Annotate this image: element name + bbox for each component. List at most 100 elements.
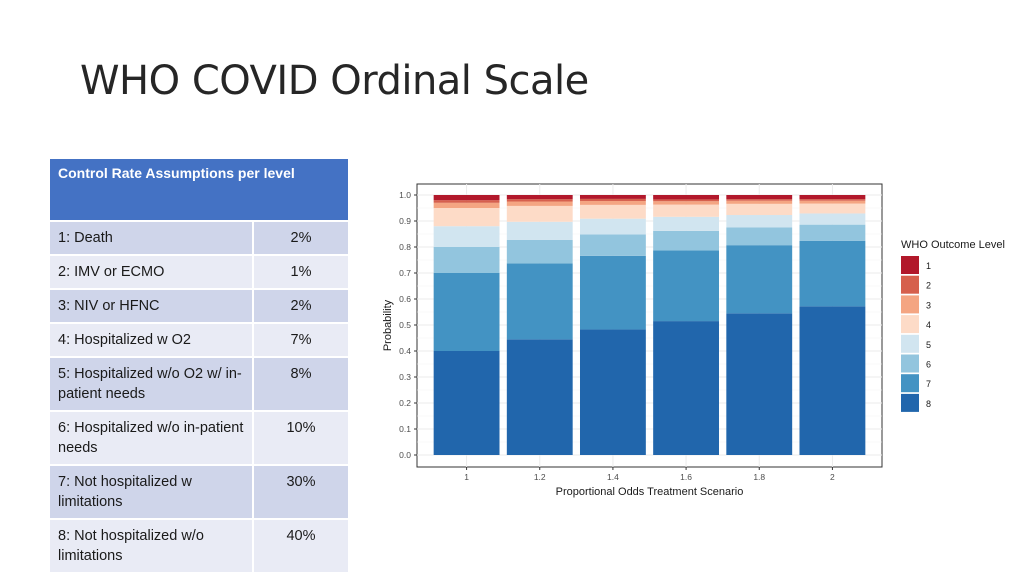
legend-swatch-1 [901, 256, 919, 274]
bar-segment-level-7 [653, 250, 720, 322]
bar-segment-level-1 [506, 195, 573, 200]
bar-segment-level-7 [799, 240, 866, 307]
row-value: 8% [253, 357, 348, 412]
bar-segment-level-5 [799, 213, 866, 225]
row-value: 1% [253, 255, 348, 290]
bar-segment-level-4 [799, 203, 866, 214]
table-row: 5: Hospitalized w/o O2 w/ in-patient nee… [50, 357, 348, 412]
table-row: 7: Not hospitalized w limitations 30% [50, 465, 348, 520]
row-label: 3: NIV or HFNC [50, 289, 254, 324]
bar-segment-level-2 [433, 200, 500, 203]
bar-segment-level-5 [579, 218, 646, 235]
legend-label: 4 [926, 320, 931, 330]
bar-segment-level-3 [653, 201, 720, 205]
table-row: 6: Hospitalized w/o in-patient needs 10% [50, 411, 348, 466]
bar-segment-level-7 [506, 263, 573, 340]
control-rate-table: Control Rate Assumptions per level 1: De… [50, 159, 348, 574]
x-tick-label: 1.6 [680, 472, 692, 482]
row-value: 10% [253, 411, 348, 466]
row-value: 30% [253, 465, 348, 520]
bar-segment-level-6 [653, 230, 720, 251]
bar-segment-level-8 [433, 351, 500, 455]
bar-segment-level-7 [726, 245, 793, 314]
bar-segment-level-4 [579, 204, 646, 219]
table-row: 4: Hospitalized w O2 7% [50, 323, 348, 358]
bar-segment-level-1 [653, 195, 720, 200]
legend-label: 5 [926, 340, 931, 350]
x-tick-label: 1 [464, 472, 469, 482]
y-tick-label: 0.9 [399, 216, 411, 226]
row-label: 2: IMV or ECMO [50, 255, 254, 290]
bar-segment-level-4 [506, 205, 573, 222]
y-tick-label: 0.4 [399, 346, 411, 356]
slide-title: WHO COVID Ordinal Scale [80, 58, 589, 104]
bar-segment-level-3 [726, 200, 793, 204]
x-axis-label: Proportional Odds Treatment Scenario [556, 486, 744, 498]
x-tick-label: 1.8 [753, 472, 765, 482]
bar-segment-level-3 [506, 201, 573, 206]
bar-segment-level-7 [433, 273, 500, 351]
y-tick-label: 0.5 [399, 320, 411, 330]
legend-swatch-4 [901, 315, 919, 334]
row-label: 1: Death [50, 221, 254, 256]
x-tick-label: 1.2 [534, 472, 546, 482]
bar-segment-level-8 [579, 329, 646, 455]
bar-segment-level-6 [799, 224, 866, 241]
y-tick-label: 0.8 [399, 242, 411, 252]
legend-label: 7 [926, 379, 931, 389]
legend-swatch-8 [901, 393, 919, 412]
legend-title: WHO Outcome Level [901, 239, 1005, 251]
bar-segment-level-6 [726, 227, 793, 246]
legend-swatch-3 [901, 295, 919, 314]
table-row: 8: Not hospitalized w/o limitations 40% [50, 519, 348, 574]
y-tick-label: 0.6 [399, 294, 411, 304]
bar-segment-level-4 [653, 204, 720, 217]
row-label: 6: Hospitalized w/o in-patient needs [50, 411, 254, 466]
bar-segment-level-8 [799, 306, 866, 455]
bar-segment-level-4 [433, 208, 500, 227]
bar-segment-level-8 [506, 339, 573, 455]
bar-segment-level-1 [579, 195, 646, 199]
bar-segment-level-5 [726, 215, 793, 228]
table-row: 2: IMV or ECMO 1% [50, 255, 348, 290]
bar-segment-level-8 [726, 313, 793, 455]
stacked-bar-chart: 0.0 0.1 0.2 0.3 0.4 0.5 0.6 0.7 0.8 0.9 1.0 1 1.2 1.4… [382, 183, 1005, 498]
row-value: 7% [253, 323, 348, 358]
table-row: 3: NIV or HFNC 2% [50, 289, 348, 324]
table-row: 1: Death 2% [50, 221, 348, 256]
bar-segment-level-5 [433, 226, 500, 247]
bar-segment-level-6 [579, 234, 646, 256]
legend-swatch-6 [901, 354, 919, 373]
legend-swatch-5 [901, 334, 919, 353]
legend-swatch-2 [901, 275, 919, 294]
bar-segment-level-5 [506, 221, 573, 240]
bar-segment-level-4 [726, 203, 793, 216]
row-label: 5: Hospitalized w/o O2 w/ in-patient nee… [50, 357, 254, 412]
x-tick-label: 1.4 [607, 472, 619, 482]
y-tick-label: 1.0 [399, 190, 411, 200]
bar-segment-level-2 [579, 198, 646, 201]
y-tick-label: 0.2 [399, 398, 411, 408]
legend-label: 8 [926, 399, 931, 409]
legend-label: 1 [926, 261, 931, 271]
x-tick-label: 2 [830, 472, 835, 482]
y-tick-label: 0.7 [399, 268, 411, 278]
bar-segment-level-3 [579, 200, 646, 205]
legend-label: 3 [926, 300, 931, 310]
bar-segment-level-2 [506, 199, 573, 202]
bar-segment-level-5 [653, 216, 720, 231]
y-axis-label: Probability [382, 299, 394, 351]
bar-segment-level-1 [799, 195, 866, 200]
bar-segment-level-3 [433, 202, 500, 208]
row-value: 2% [253, 289, 348, 324]
table-header: Control Rate Assumptions per level [50, 159, 348, 222]
bar-segment-level-2 [799, 199, 866, 201]
row-value: 2% [253, 221, 348, 256]
bar-segment-level-3 [799, 200, 866, 204]
bar-segment-level-1 [726, 195, 793, 200]
bar-segment-level-7 [579, 255, 646, 330]
bar-segment-level-1 [433, 195, 500, 201]
bar-segment-level-2 [653, 199, 720, 202]
bar-segment-level-2 [726, 199, 793, 201]
bar-segment-level-8 [653, 321, 720, 455]
